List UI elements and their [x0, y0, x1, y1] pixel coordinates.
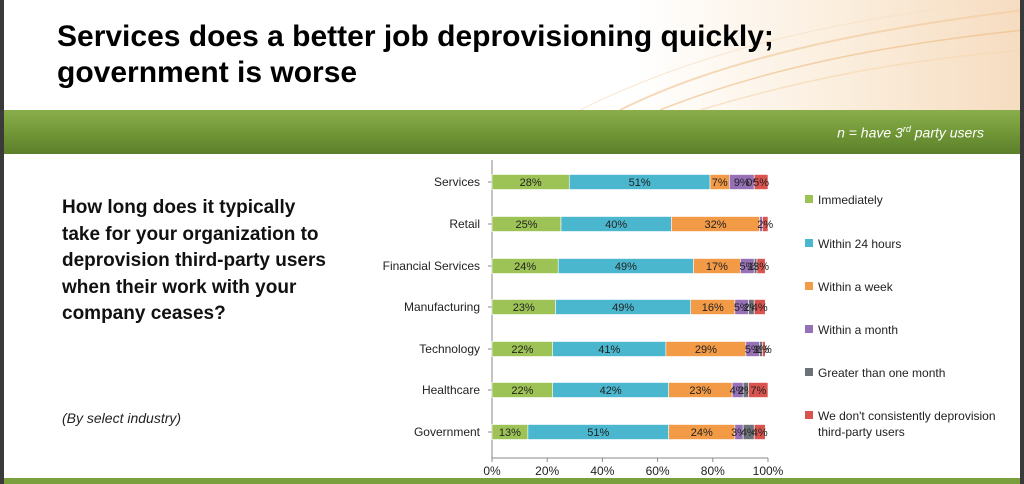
- data-label: 42%: [600, 385, 622, 397]
- sample-note: n = have 3rd party users: [837, 124, 984, 141]
- sample-note-prefix: n = have 3: [837, 124, 903, 141]
- data-label: 22%: [511, 385, 533, 397]
- category-label: Manufacturing: [404, 300, 480, 314]
- data-label: 7%: [712, 177, 728, 189]
- data-label: 49%: [615, 261, 637, 273]
- data-label: 24%: [691, 427, 713, 439]
- data-label: 41%: [598, 344, 620, 356]
- data-label: 1%: [756, 344, 772, 356]
- data-label: 3%: [753, 261, 769, 273]
- data-label: 16%: [702, 302, 724, 314]
- footer-band: [0, 478, 1024, 484]
- legend-label: Within a week: [818, 280, 893, 294]
- data-label: 5%: [734, 302, 750, 314]
- data-label: 51%: [629, 177, 651, 189]
- data-label: 24%: [514, 261, 536, 273]
- title-area: Services does a better job deprovisionin…: [0, 0, 1024, 110]
- legend-swatch: [805, 411, 813, 419]
- data-label: 13%: [499, 427, 521, 439]
- legend-swatch: [805, 195, 813, 203]
- data-label: 2%: [757, 219, 773, 231]
- legend-swatch: [805, 325, 813, 333]
- data-label: 51%: [587, 427, 609, 439]
- legend-swatch: [805, 282, 813, 290]
- category-label: Services: [434, 175, 480, 189]
- data-label: 25%: [515, 219, 537, 231]
- bar-segment: [762, 216, 769, 232]
- data-label: 4%: [730, 385, 746, 397]
- bar-segment: [753, 424, 766, 440]
- sample-note-suffix: party users: [910, 124, 984, 141]
- data-label: 29%: [695, 344, 717, 356]
- data-label: 9%: [734, 177, 750, 189]
- x-tick-label: 60%: [646, 464, 670, 478]
- data-label: 7%: [750, 385, 766, 397]
- legend-label: Within a month: [818, 323, 899, 337]
- data-label: 49%: [612, 302, 634, 314]
- x-tick-label: 40%: [590, 464, 614, 478]
- left-edge: [0, 0, 4, 484]
- data-label: 23%: [689, 385, 711, 397]
- category-label: Technology: [419, 342, 480, 356]
- legend-swatch: [805, 239, 813, 247]
- legend-label: Greater than one month: [818, 366, 946, 380]
- category-label: Retail: [449, 217, 480, 231]
- data-label: 5%: [753, 177, 769, 189]
- decorative-swoosh: [579, 0, 1024, 110]
- legend-swatch: [805, 368, 813, 376]
- category-label: Financial Services: [383, 259, 480, 273]
- category-label: Government: [414, 425, 481, 439]
- data-label: 4%: [752, 427, 768, 439]
- bar-segment: [753, 174, 769, 190]
- sample-note-sup: rd: [902, 124, 911, 134]
- data-label: 40%: [605, 219, 627, 231]
- bar-segment: [748, 382, 769, 398]
- page-title-line-2: government is worse: [57, 56, 358, 89]
- data-label: 5%: [739, 261, 755, 273]
- page-title-line-1: Services does a better job deprovisionin…: [57, 20, 774, 53]
- x-tick-label: 80%: [701, 464, 725, 478]
- data-label: 5%: [745, 344, 761, 356]
- bar-segment: [762, 341, 766, 357]
- survey-question: How long does it typically take for your…: [62, 197, 326, 324]
- data-label: 17%: [706, 261, 728, 273]
- data-label: 28%: [520, 177, 542, 189]
- right-edge: [1020, 0, 1024, 484]
- data-label: 4%: [741, 427, 757, 439]
- category-label: Healthcare: [422, 383, 480, 397]
- data-label: 4%: [752, 302, 768, 314]
- x-tick-label: 100%: [753, 464, 784, 478]
- x-tick-label: 0%: [483, 464, 501, 478]
- legend-label: Within 24 hours: [818, 237, 902, 251]
- legend-label: We don't consistently deprovision third-…: [818, 409, 996, 439]
- question-subnote: (By select industry): [62, 410, 182, 426]
- data-label: 22%: [511, 344, 533, 356]
- x-tick-label: 20%: [535, 464, 559, 478]
- bar-segment: [753, 299, 766, 315]
- data-label: 23%: [513, 302, 535, 314]
- legend-label: Immediately: [818, 193, 883, 207]
- bar-segment: [756, 258, 766, 274]
- data-label: 32%: [705, 219, 727, 231]
- header-band: [0, 110, 1024, 154]
